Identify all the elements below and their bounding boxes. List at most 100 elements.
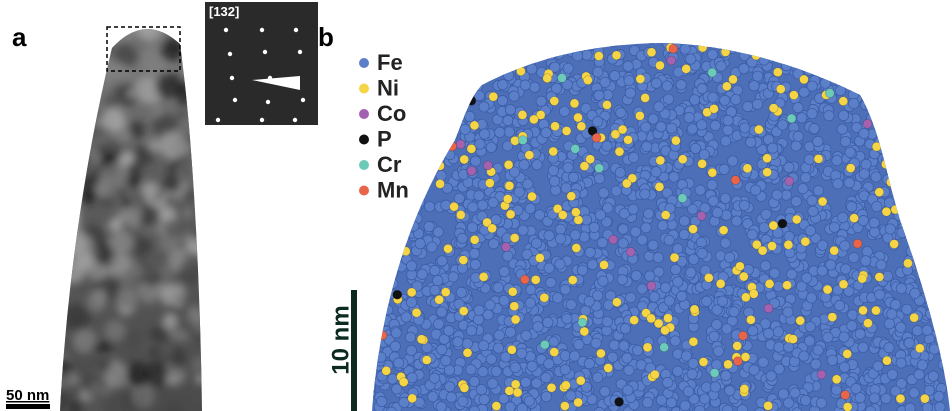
atom [947,337,952,347]
tem-grain [170,367,187,384]
atom [746,137,756,147]
atom [594,173,604,183]
atom [366,260,375,269]
atom [365,382,375,392]
atom [457,85,467,95]
atom [862,246,872,256]
atom [437,344,447,354]
tem-grain [92,26,100,34]
atom [551,83,561,93]
atom [648,240,658,250]
atom [371,215,381,225]
atom [888,130,898,140]
atom [609,340,619,350]
atom [884,106,894,116]
atom [881,128,891,138]
atom [695,36,705,46]
atom [568,172,578,182]
atom [645,271,655,281]
atom [817,266,827,276]
atom [835,85,845,95]
atom [664,235,674,245]
atom [710,382,720,392]
atom [505,58,515,68]
tem-grain [47,72,74,99]
atom [888,70,898,80]
atom [486,354,496,364]
atom [932,275,942,285]
atom [785,177,794,186]
atom [533,321,543,331]
atom [381,212,391,222]
atom [593,67,603,77]
atom [865,42,875,52]
atom [941,250,951,260]
atom [732,34,742,44]
atom [864,44,874,54]
atom [711,37,721,47]
tem-grain [134,1,154,21]
diffraction-spot [266,100,270,104]
tem-grain [137,16,161,40]
atom [384,220,393,229]
atom [917,61,927,71]
atom [475,139,485,149]
atom [360,218,370,228]
atom [811,359,821,369]
atom [902,141,912,151]
atom [473,71,483,81]
atom [465,65,475,75]
atom [935,325,945,335]
atom [817,42,827,52]
atom [916,104,926,114]
tem-grain [104,320,126,342]
atom [925,173,935,183]
atom [405,67,415,77]
atom [752,99,762,109]
atom [610,70,620,80]
atom [733,341,742,350]
atom [546,41,556,51]
atom [709,331,719,341]
atom [584,358,594,368]
atom [495,49,505,59]
atom [486,142,496,152]
atom [699,149,709,159]
atom [562,126,571,135]
atom [871,172,881,182]
atom [362,285,372,295]
atom [546,277,556,287]
tem-grain [165,362,173,370]
atom [574,113,583,122]
atom [931,308,941,318]
atom [457,91,467,101]
atom [511,315,520,324]
atom [377,228,387,238]
atom [937,206,947,216]
atom [598,276,608,286]
atom [445,121,454,130]
atom [425,91,434,100]
tem-grain [52,341,60,349]
atom [609,37,619,47]
tem-grain [152,106,163,117]
atom [523,51,533,61]
atom [875,272,884,281]
tem-grain [73,152,94,173]
legend-label: Fe [377,50,403,75]
atom [767,143,777,153]
atom [623,61,633,71]
atom [646,33,656,43]
atom [411,203,421,213]
atom [892,55,902,65]
atom [936,220,946,230]
atom [868,95,878,105]
atom [636,74,645,83]
atom [592,372,602,382]
atom [916,143,926,153]
atom [735,262,744,271]
tem-grain [89,14,100,25]
atom [476,384,486,394]
atom [906,246,916,256]
atom [379,34,389,44]
